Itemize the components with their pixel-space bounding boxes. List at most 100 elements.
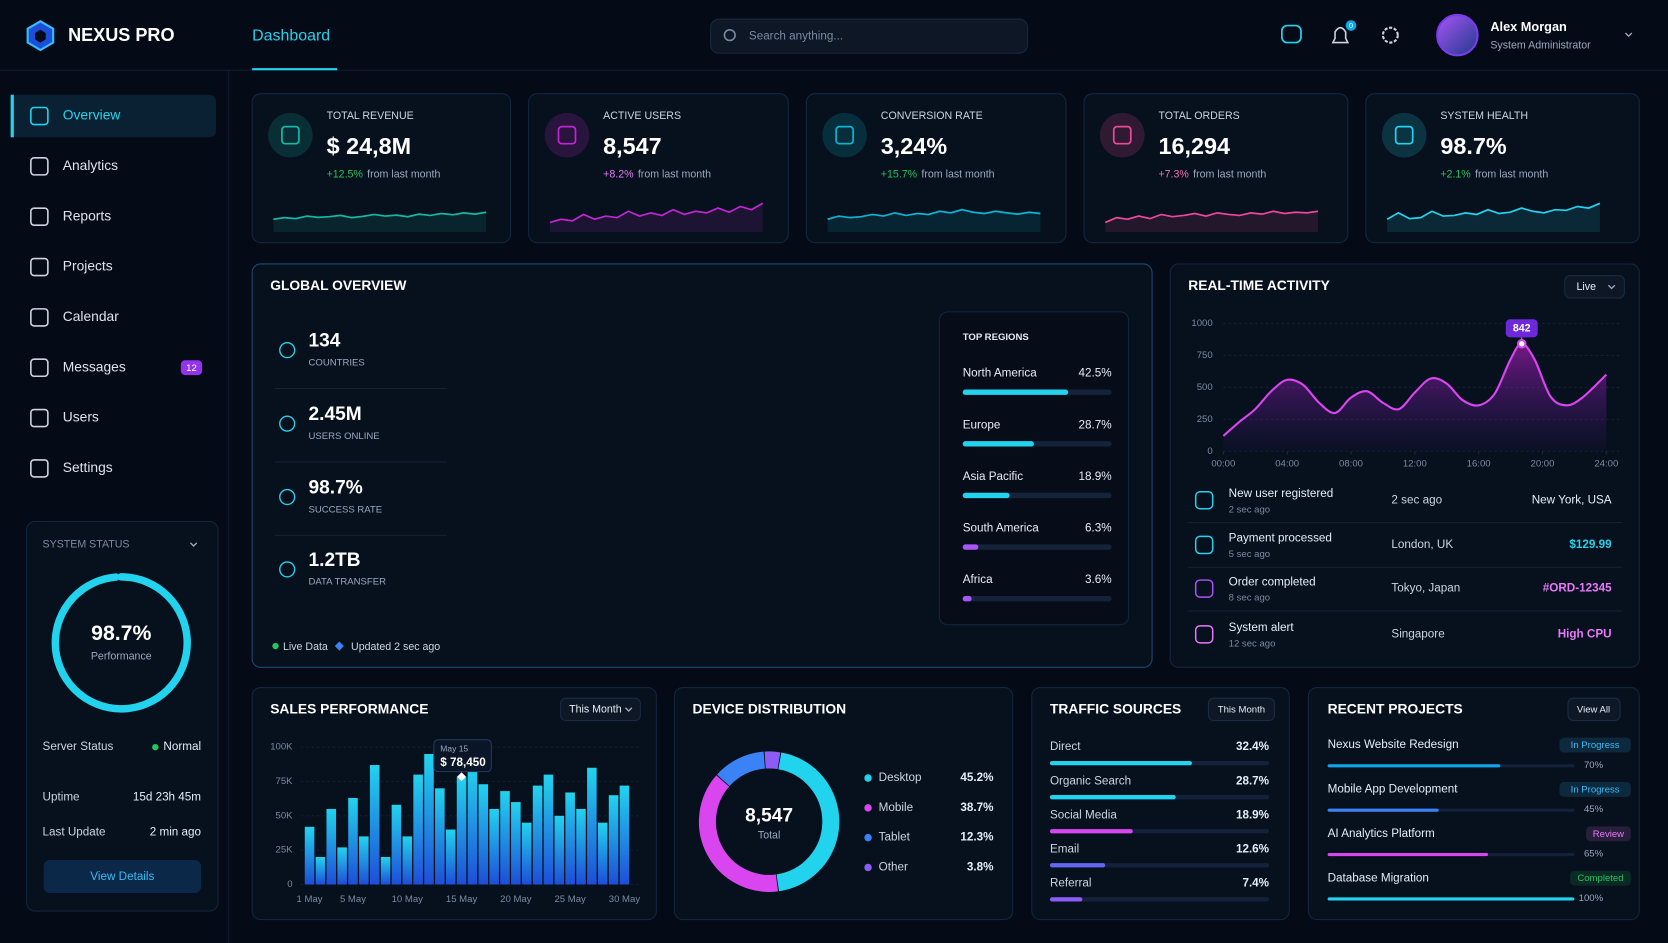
activity-meta: London, UK bbox=[1391, 538, 1453, 551]
activity-title: Order completed bbox=[1229, 575, 1316, 588]
kpi-card bbox=[805, 93, 1067, 244]
kpi-change: +2.1% bbox=[1440, 168, 1471, 180]
logo-core bbox=[35, 29, 46, 43]
bar bbox=[619, 785, 630, 885]
live-label: Live Data bbox=[283, 641, 328, 653]
search-icon bbox=[723, 29, 736, 42]
chevron bbox=[625, 707, 633, 712]
activity-detail: #ORD-12345 bbox=[1543, 582, 1612, 595]
sparkline-area bbox=[1105, 211, 1319, 233]
nav-icon bbox=[30, 308, 49, 327]
status-label: Server Status bbox=[43, 740, 114, 753]
nav-item[interactable]: Analytics bbox=[63, 157, 118, 173]
kpi-value: $ 24,8M bbox=[327, 133, 412, 159]
bar bbox=[565, 792, 575, 885]
search-box[interactable] bbox=[710, 18, 1029, 54]
nav-item[interactable]: Calendar bbox=[63, 308, 119, 324]
kpi-icon bbox=[557, 125, 577, 145]
bar bbox=[489, 808, 499, 885]
tooltip-value: $ 78,450 bbox=[440, 756, 486, 769]
gauge-caption: Performance bbox=[91, 651, 152, 663]
kpi-change: +8.2% bbox=[603, 168, 634, 180]
stat-value: 98.7% bbox=[308, 478, 362, 499]
region-track bbox=[962, 544, 1112, 550]
bell-icon[interactable] bbox=[1331, 26, 1350, 44]
filter-dropdown[interactable] bbox=[1564, 275, 1625, 299]
activity-title: New user registered bbox=[1229, 487, 1334, 500]
nav-icon bbox=[30, 106, 49, 126]
bar bbox=[369, 765, 380, 885]
view-details-button[interactable] bbox=[43, 859, 202, 893]
kpi-note: from last month bbox=[1193, 168, 1266, 180]
y-tick-label: 100K bbox=[270, 742, 293, 753]
region-name: Africa bbox=[963, 573, 993, 586]
nav-icon bbox=[30, 157, 49, 176]
updated-label: Updated 2 sec ago bbox=[351, 641, 440, 653]
chat-icon[interactable] bbox=[1280, 24, 1302, 44]
region-bar bbox=[962, 441, 1034, 447]
source-value: 7.4% bbox=[1242, 876, 1269, 889]
sparkline bbox=[827, 208, 1041, 221]
gauge-value: 98.7% bbox=[91, 621, 151, 645]
region-value: 18.9% bbox=[1079, 470, 1112, 483]
nav-item[interactable]: Messages bbox=[63, 358, 126, 374]
sparkline bbox=[273, 211, 487, 221]
source-bar bbox=[1049, 760, 1192, 766]
nav-item[interactable]: Reports bbox=[63, 207, 111, 223]
y-tick-label: 25K bbox=[276, 845, 294, 856]
kpi-icon bbox=[835, 125, 854, 145]
nav-icon bbox=[30, 207, 49, 227]
bar bbox=[304, 826, 315, 885]
nav-item[interactable]: Overview bbox=[63, 107, 122, 123]
activity-icon bbox=[1194, 625, 1214, 644]
region-value: 6.3% bbox=[1085, 522, 1112, 535]
filter-chip[interactable] bbox=[1207, 697, 1275, 722]
bar bbox=[521, 822, 532, 885]
stat-label: COUNTRIES bbox=[308, 357, 364, 368]
tooltip bbox=[433, 739, 492, 773]
kpi-icon bbox=[1112, 125, 1132, 145]
activity-meta: Singapore bbox=[1391, 627, 1444, 640]
bar bbox=[543, 774, 554, 885]
filter-label: Live bbox=[1577, 281, 1597, 293]
nav-item[interactable]: Settings bbox=[63, 459, 113, 475]
status-chip bbox=[1570, 870, 1631, 886]
status-chip bbox=[1586, 826, 1631, 842]
nav-item[interactable]: Projects bbox=[63, 258, 113, 274]
filter-dropdown[interactable] bbox=[560, 697, 641, 722]
source-name: Organic Search bbox=[1050, 774, 1131, 787]
card-title: TRAFFIC SOURCES bbox=[1050, 701, 1181, 717]
status-value: 2 min ago bbox=[150, 825, 202, 838]
activity-time: 2 sec ago bbox=[1229, 504, 1270, 515]
bar bbox=[359, 836, 369, 885]
source-value: 28.7% bbox=[1236, 774, 1270, 787]
card-title: DEVICE DISTRIBUTION bbox=[693, 701, 847, 717]
nav-tab[interactable]: Dashboard bbox=[252, 27, 330, 44]
kpi-change: +15.7% bbox=[881, 168, 918, 180]
chevron bbox=[1607, 284, 1616, 290]
kpi-value: 16,294 bbox=[1158, 133, 1230, 159]
bar bbox=[348, 797, 358, 885]
project-name: Nexus Website Redesign bbox=[1328, 738, 1459, 751]
kpi-icon-bg bbox=[544, 112, 590, 158]
view-all-button[interactable] bbox=[1567, 697, 1621, 722]
stat-icon bbox=[279, 488, 296, 506]
nav-active-bg bbox=[10, 94, 216, 138]
donut-segment bbox=[716, 751, 766, 787]
bar bbox=[478, 784, 489, 885]
sparkline bbox=[1104, 210, 1319, 224]
kpi-label: TOTAL ORDERS bbox=[1158, 110, 1239, 122]
legend-dot bbox=[864, 833, 872, 842]
nav-item[interactable]: Users bbox=[63, 409, 99, 425]
source-value: 32.4% bbox=[1236, 740, 1270, 753]
x-tick-label: 1 May bbox=[297, 894, 323, 905]
kpi-card bbox=[528, 93, 789, 244]
card-title: RECENT PROJECTS bbox=[1328, 701, 1463, 717]
region-name: Europe bbox=[963, 418, 1001, 431]
global-overview-card bbox=[251, 263, 1153, 668]
settings-icon[interactable] bbox=[1381, 26, 1399, 44]
source-track bbox=[1049, 897, 1270, 902]
device-card bbox=[673, 687, 1014, 921]
gauge-arc bbox=[51, 573, 191, 713]
avatar[interactable] bbox=[1436, 13, 1479, 57]
